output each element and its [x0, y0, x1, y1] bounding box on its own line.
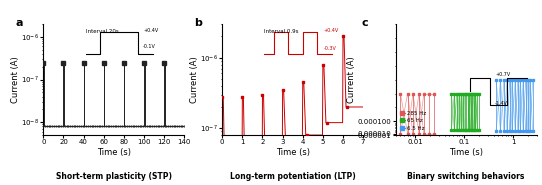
Y-axis label: Current (A): Current (A)	[347, 56, 356, 103]
Legend: 285 Hz, 65 Hz, 6.5 Hz: 285 Hz, 65 Hz, 6.5 Hz	[398, 110, 427, 132]
X-axis label: Time (s): Time (s)	[276, 148, 309, 157]
Text: Short-term plasticity (STP): Short-term plasticity (STP)	[56, 172, 172, 181]
Text: b: b	[194, 18, 202, 28]
Text: Binary switching behaviors: Binary switching behaviors	[408, 172, 525, 181]
X-axis label: Time (s): Time (s)	[97, 148, 131, 157]
Text: Long-term potentiation (LTP): Long-term potentiation (LTP)	[230, 172, 356, 181]
Text: c: c	[362, 18, 369, 28]
X-axis label: Time (s): Time (s)	[449, 148, 483, 157]
Y-axis label: Current (A): Current (A)	[11, 56, 20, 103]
Y-axis label: Current (A): Current (A)	[190, 56, 199, 103]
Text: a: a	[15, 18, 23, 28]
